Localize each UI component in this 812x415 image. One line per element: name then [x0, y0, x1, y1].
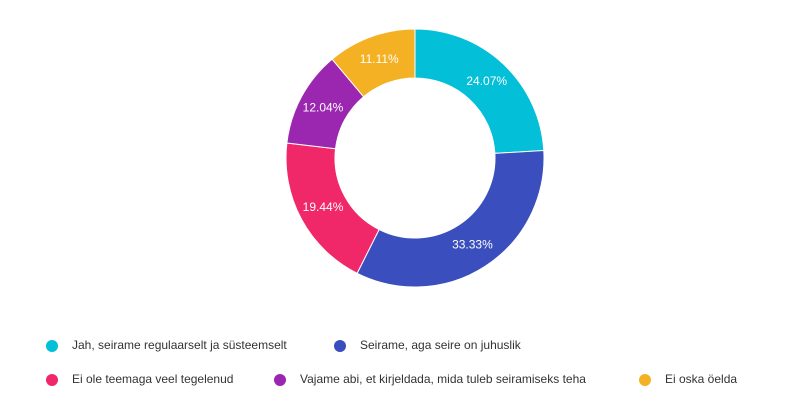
legend-label: Jah, seirame regulaarselt ja süsteemselt	[72, 338, 287, 352]
value-label: 12.04%	[303, 101, 344, 115]
legend-label: Seirame, aga seire on juhuslik	[360, 338, 522, 352]
legend-marker	[46, 374, 58, 386]
value-label: 11.11%	[360, 52, 399, 66]
value-label: 24.07%	[466, 74, 507, 88]
value-label: 19.44%	[303, 200, 344, 214]
legend-label: Vajame abi, et kirjeldada, mida tuleb se…	[300, 372, 586, 386]
slice	[414, 28, 545, 154]
slice	[331, 28, 416, 98]
legend-label: Ei ole teemaga veel tegelenud	[72, 372, 233, 386]
legend-marker	[274, 374, 286, 386]
legend-marker	[639, 374, 651, 386]
legend-label: Ei oska öelda	[665, 372, 737, 386]
legend-marker	[334, 340, 346, 352]
slice	[356, 149, 545, 288]
legend-marker	[46, 340, 58, 352]
value-label: 33.33%	[452, 237, 493, 251]
